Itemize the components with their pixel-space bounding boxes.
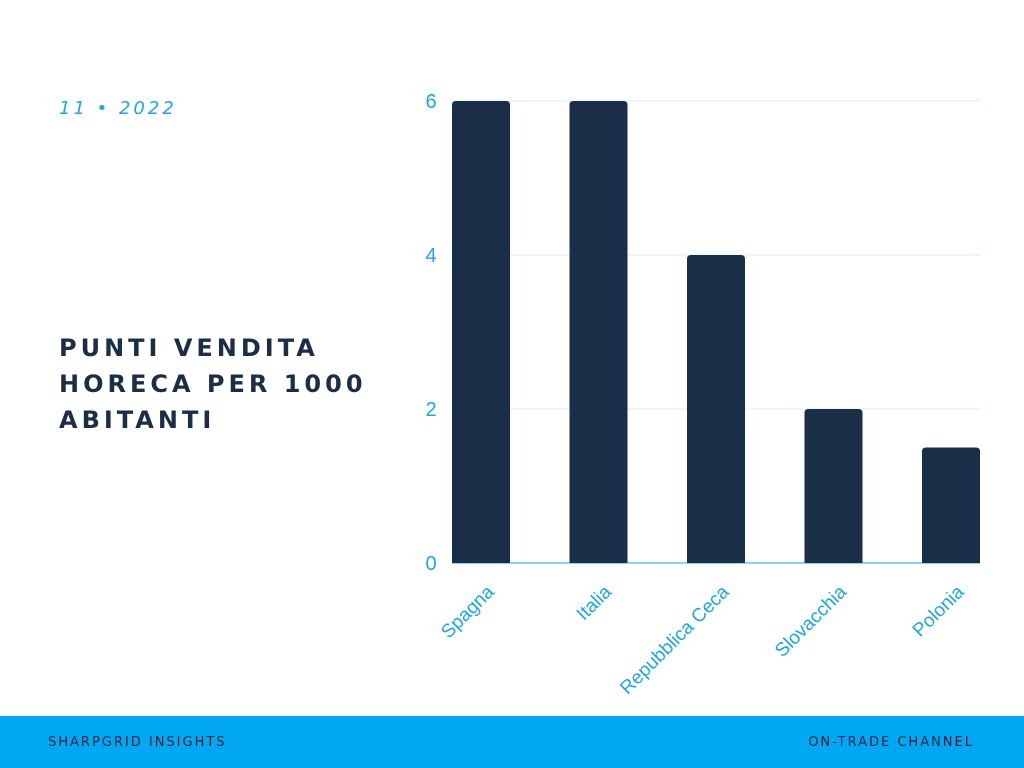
date-label: 11 • 2022	[59, 98, 177, 119]
bar-chart: 0 2 4 6 Spagna Italia Repubblica Ceca Slovacch…	[425, 91, 980, 699]
y-tick-label: 6	[425, 91, 436, 113]
x-category-label: Polonia	[909, 581, 969, 641]
x-category-label: Spagna	[437, 581, 498, 642]
footer-brand: SHARPGRID INSIGHTS	[48, 735, 227, 750]
x-axis-labels: Spagna Italia Repubblica Ceca Slovacchia Pol…	[437, 581, 968, 698]
bar-repubblica-ceca	[687, 255, 745, 563]
y-axis-ticks: 0 2 4 6	[425, 91, 436, 575]
x-category-label: Repubblica Ceca	[616, 581, 733, 698]
y-tick-label: 0	[425, 553, 436, 575]
y-tick-label: 2	[425, 399, 436, 421]
footer-section: ON-TRADE CHANNEL	[808, 735, 974, 750]
bar-slovacchia	[804, 409, 863, 563]
bar-polonia	[922, 447, 980, 563]
chart-title: PUNTI VENDITA HORECA PER 1000 ABITANTI	[59, 334, 367, 434]
x-category-label: Slovacchia	[771, 581, 851, 661]
footer-bar: SHARPGRID INSIGHTS ON-TRADE CHANNEL	[0, 716, 1024, 768]
bar-spagna	[452, 101, 510, 563]
x-category-label: Italia	[573, 581, 617, 625]
y-tick-label: 4	[425, 245, 436, 267]
bars	[452, 101, 980, 563]
bar-italia	[569, 101, 628, 563]
